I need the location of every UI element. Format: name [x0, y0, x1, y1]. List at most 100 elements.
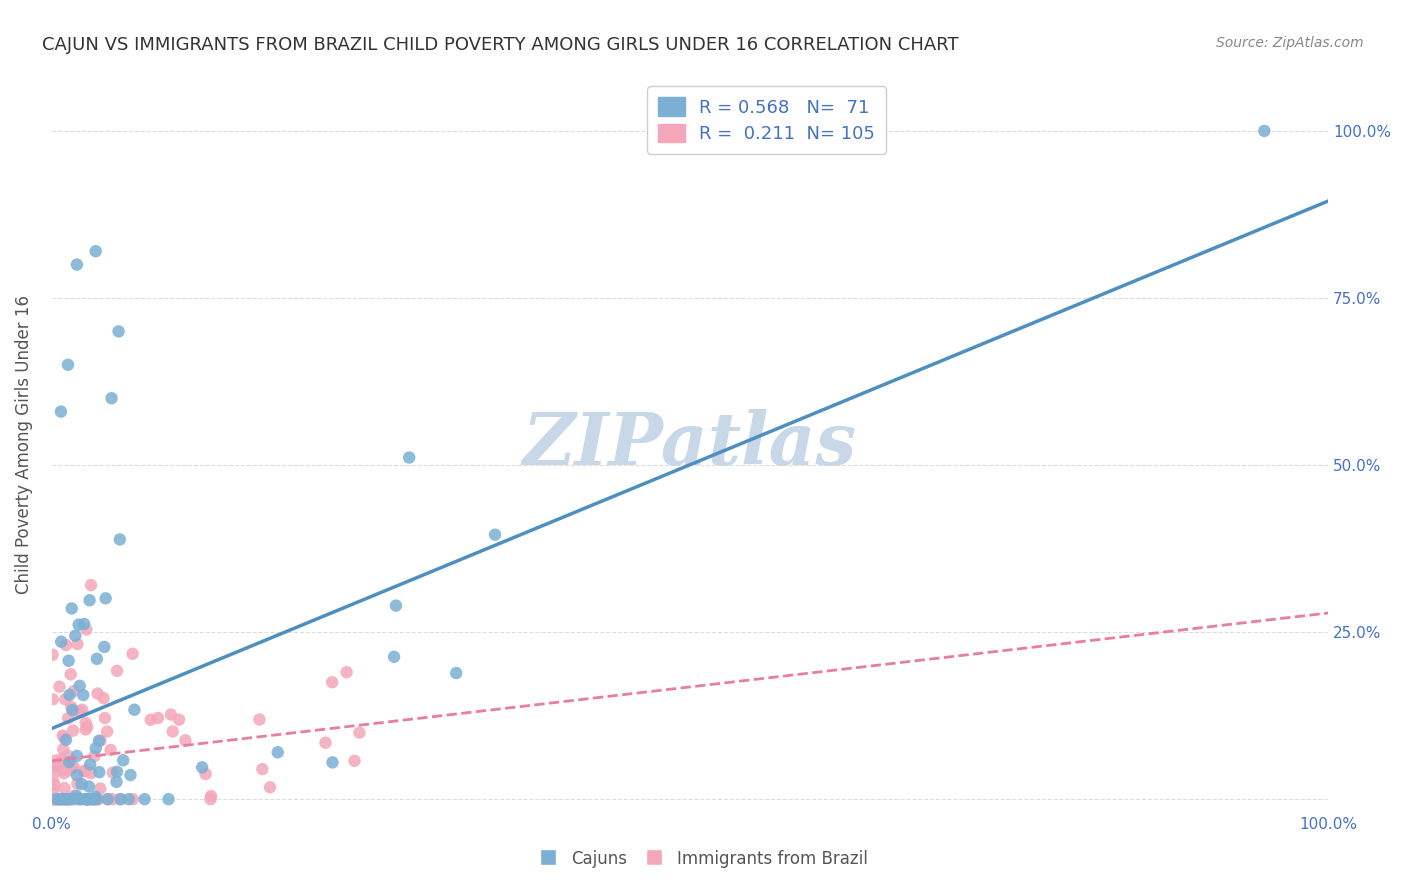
Cajuns: [58, 792, 80, 806]
Cajuns: [110, 792, 132, 806]
Immigrants from Brazil: [41, 772, 63, 786]
Immigrants from Brazil: [146, 711, 169, 725]
Immigrants from Brazil: [42, 792, 65, 806]
Cajuns: [52, 792, 75, 806]
Immigrants from Brazil: [41, 760, 63, 774]
Cajuns: [484, 527, 506, 541]
Cajuns: [1253, 124, 1275, 138]
Cajuns: [69, 792, 91, 806]
Immigrants from Brazil: [86, 686, 108, 700]
Cajuns: [77, 792, 100, 806]
Cajuns: [75, 792, 97, 806]
Cajuns: [67, 617, 90, 632]
Cajuns: [157, 792, 180, 806]
Immigrants from Brazil: [46, 792, 69, 806]
Immigrants from Brazil: [48, 792, 70, 806]
Cajuns: [100, 391, 122, 405]
Cajuns: [51, 634, 73, 648]
Cajuns: [93, 640, 115, 654]
Cajuns: [124, 703, 146, 717]
Immigrants from Brazil: [66, 637, 89, 651]
Immigrants from Brazil: [84, 792, 107, 806]
Immigrants from Brazil: [87, 792, 110, 806]
Cajuns: [84, 244, 107, 259]
Cajuns: [48, 792, 70, 806]
Cajuns: [267, 745, 290, 759]
Immigrants from Brazil: [94, 711, 117, 725]
Cajuns: [80, 792, 103, 806]
Immigrants from Brazil: [53, 692, 76, 706]
Immigrants from Brazil: [51, 752, 73, 766]
Cajuns: [382, 649, 405, 664]
Immigrants from Brazil: [83, 749, 105, 764]
Cajuns: [107, 325, 129, 339]
Immigrants from Brazil: [41, 792, 63, 806]
Immigrants from Brazil: [121, 647, 143, 661]
Immigrants from Brazil: [86, 792, 108, 806]
Immigrants from Brazil: [56, 748, 79, 763]
Immigrants from Brazil: [55, 792, 77, 806]
Immigrants from Brazil: [162, 724, 184, 739]
Immigrants from Brazil: [160, 707, 183, 722]
Immigrants from Brazil: [100, 743, 122, 757]
Cajuns: [69, 792, 91, 806]
Immigrants from Brazil: [53, 766, 76, 780]
Cajuns: [75, 792, 97, 806]
Immigrants from Brazil: [53, 755, 76, 769]
Immigrants from Brazil: [42, 783, 65, 797]
Immigrants from Brazil: [93, 691, 115, 706]
Immigrants from Brazil: [80, 578, 103, 592]
Cajuns: [65, 789, 87, 803]
Immigrants from Brazil: [343, 754, 366, 768]
Immigrants from Brazil: [56, 711, 79, 725]
Immigrants from Brazil: [108, 792, 131, 806]
Y-axis label: Child Poverty Among Girls Under 16: Child Poverty Among Girls Under 16: [15, 295, 32, 594]
Cajuns: [84, 792, 107, 806]
Cajuns: [97, 792, 120, 806]
Cajuns: [108, 533, 131, 547]
Cajuns: [66, 748, 89, 763]
Immigrants from Brazil: [75, 623, 97, 637]
Immigrants from Brazil: [48, 680, 70, 694]
Immigrants from Brazil: [259, 780, 281, 795]
Immigrants from Brazil: [101, 792, 124, 806]
Immigrants from Brazil: [80, 792, 103, 806]
Immigrants from Brazil: [75, 723, 97, 737]
Cajuns: [56, 358, 79, 372]
Immigrants from Brazil: [46, 792, 69, 806]
Immigrants from Brazil: [62, 789, 84, 803]
Immigrants from Brazil: [349, 725, 371, 739]
Legend: R = 0.568   N=  71, R =  0.211  N= 105: R = 0.568 N= 71, R = 0.211 N= 105: [647, 87, 886, 154]
Immigrants from Brazil: [80, 766, 103, 780]
Immigrants from Brazil: [44, 778, 66, 792]
Cajuns: [58, 755, 80, 769]
Immigrants from Brazil: [52, 792, 75, 806]
Immigrants from Brazil: [69, 704, 91, 718]
Cajuns: [49, 404, 72, 418]
Immigrants from Brazil: [321, 675, 343, 690]
Immigrants from Brazil: [96, 724, 118, 739]
Cajuns: [58, 688, 80, 702]
Cajuns: [65, 629, 87, 643]
Cajuns: [321, 756, 343, 770]
Immigrants from Brazil: [252, 762, 274, 776]
Immigrants from Brazil: [70, 792, 93, 806]
Immigrants from Brazil: [56, 792, 79, 806]
Immigrants from Brazil: [53, 780, 76, 795]
Cajuns: [56, 792, 79, 806]
Cajuns: [134, 792, 156, 806]
Immigrants from Brazil: [73, 764, 96, 779]
Immigrants from Brazil: [53, 731, 76, 745]
Immigrants from Brazil: [75, 715, 97, 730]
Immigrants from Brazil: [62, 792, 84, 806]
Cajuns: [87, 734, 110, 748]
Immigrants from Brazil: [76, 720, 98, 734]
Immigrants from Brazil: [65, 792, 87, 806]
Immigrants from Brazil: [51, 792, 73, 806]
Immigrants from Brazil: [44, 792, 66, 806]
Immigrants from Brazil: [59, 792, 82, 806]
Immigrants from Brazil: [76, 792, 98, 806]
Immigrants from Brazil: [42, 692, 65, 706]
Cajuns: [191, 760, 214, 774]
Immigrants from Brazil: [200, 792, 222, 806]
